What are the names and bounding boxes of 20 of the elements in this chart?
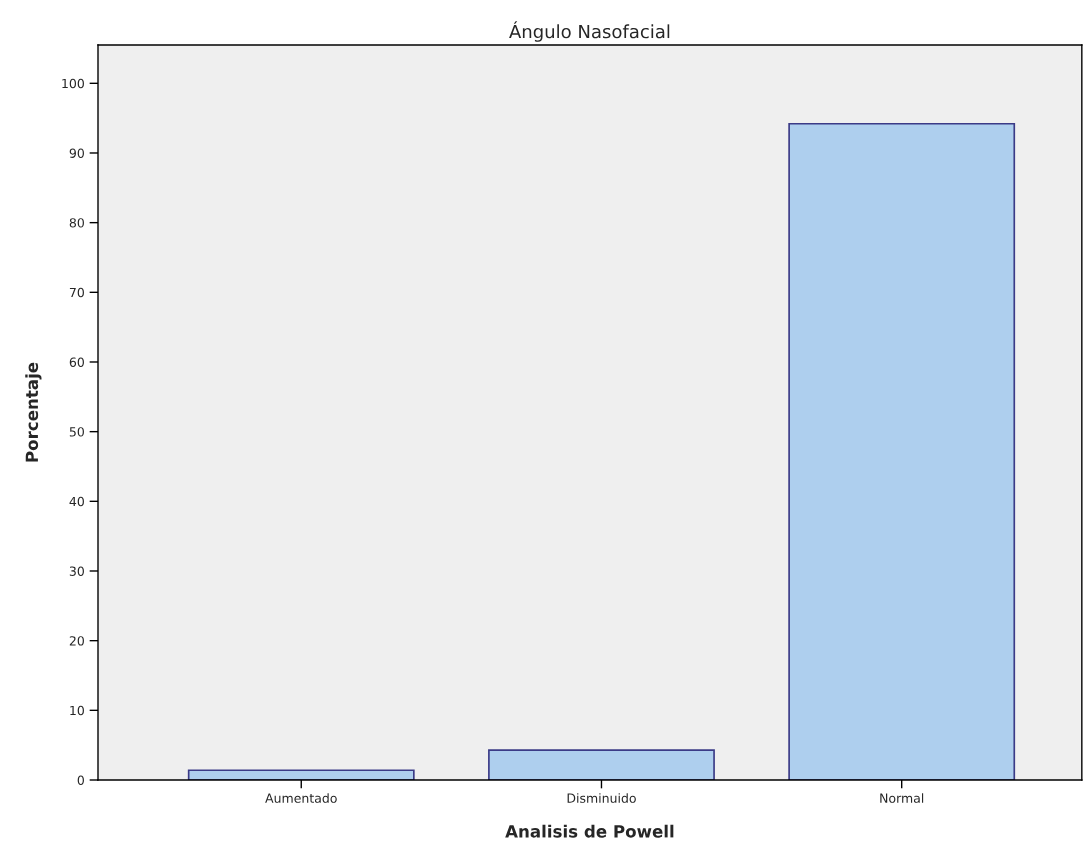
x-axis-title: Analisis de Powell bbox=[505, 824, 674, 838]
y-axis-title: Porcentaje bbox=[25, 362, 42, 462]
x-tick-label: Disminuido bbox=[567, 793, 636, 803]
bar bbox=[187, 769, 415, 780]
y-tick-label: 70 bbox=[69, 287, 84, 298]
y-tick-label: 40 bbox=[69, 496, 84, 507]
y-tick-label: 0 bbox=[77, 775, 84, 785]
y-tick-label: 30 bbox=[69, 566, 84, 576]
y-tick-label: 10 bbox=[70, 705, 84, 716]
x-tick-label: Normal bbox=[880, 793, 924, 803]
y-tick-label: 100 bbox=[62, 78, 84, 89]
chart-title: Ángulo Nasofacial bbox=[509, 21, 670, 42]
y-tick-label: 20 bbox=[69, 636, 84, 646]
bar bbox=[488, 749, 715, 780]
y-tick-label: 60 bbox=[69, 357, 84, 367]
y-tick-label: 80 bbox=[69, 218, 84, 228]
x-tick-label: Aumentado bbox=[265, 793, 337, 803]
y-tick-label: 90 bbox=[69, 148, 84, 158]
bar bbox=[788, 122, 1016, 780]
y-tick-label: 50 bbox=[69, 427, 84, 437]
